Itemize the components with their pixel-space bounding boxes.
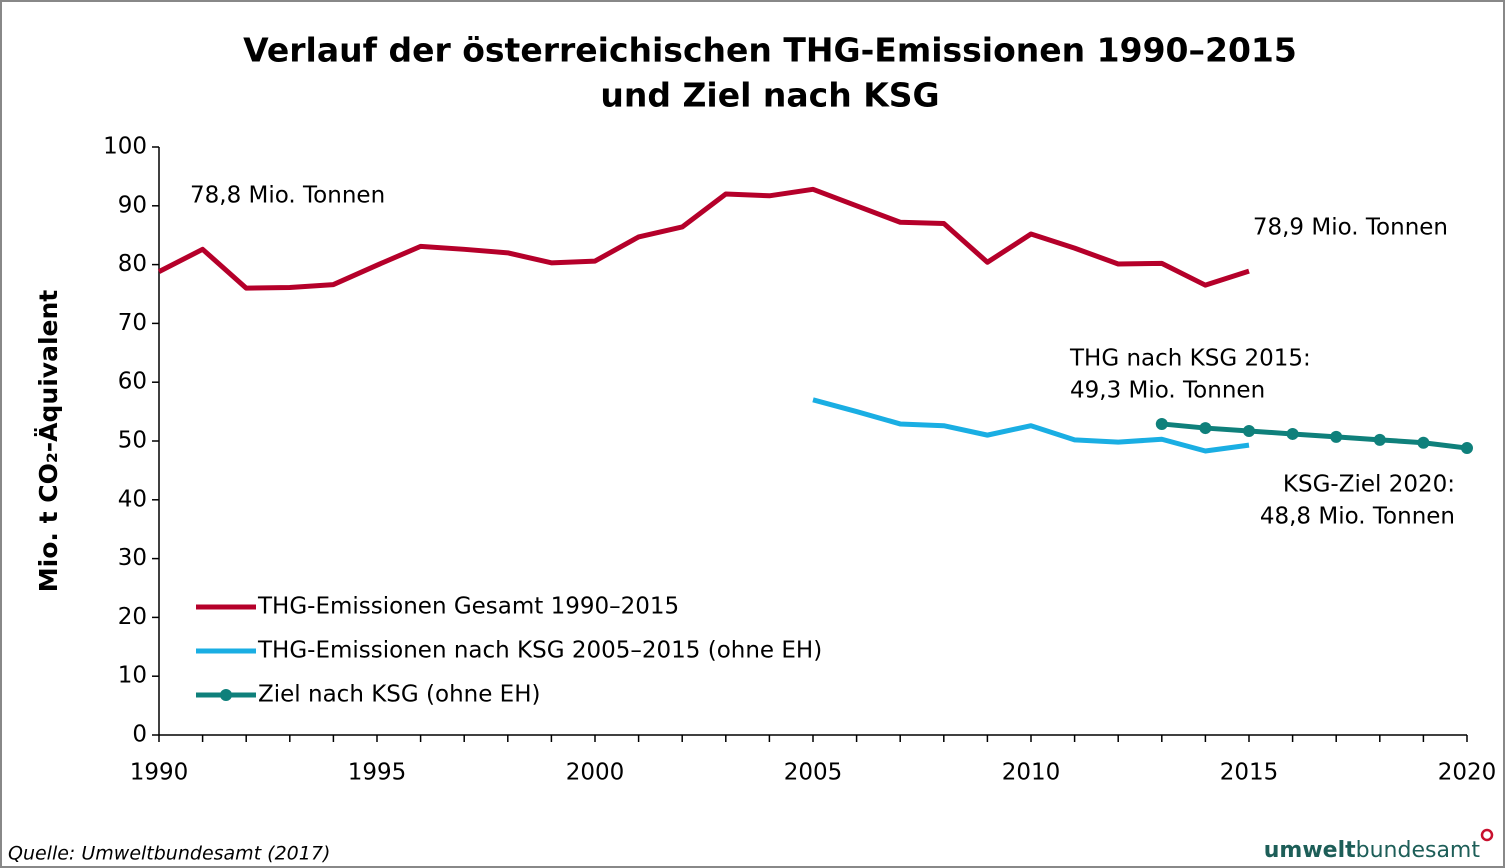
point <box>1373 433 1386 446</box>
annotation: THG nach KSG 2015: <box>1069 346 1311 372</box>
y-tick-label: 0 <box>132 722 147 748</box>
y-tick-label: 60 <box>118 369 147 395</box>
series-line <box>1161 421 1468 451</box>
y-tick-label: 50 <box>118 428 147 454</box>
annotation: 49,3 Mio. Tonnen <box>1070 378 1265 404</box>
x-tick-label: 1990 <box>130 760 189 786</box>
point <box>1286 427 1299 440</box>
y-tick-label: 30 <box>118 545 147 571</box>
x-tick-label: 2020 <box>1438 760 1497 786</box>
legend-label: Ziel nach KSG (ohne EH) <box>258 682 540 708</box>
logo-part: umwelt <box>1264 838 1356 863</box>
series-line <box>157 186 1250 291</box>
source: Quelle: Umweltbundesamt (2017) <box>8 843 330 865</box>
y-tick-label: 20 <box>118 604 147 630</box>
point <box>1199 422 1212 435</box>
x-tick-label: 2000 <box>566 760 625 786</box>
chart-title: und Ziel nach KSG <box>600 76 939 115</box>
series-line <box>812 397 1250 454</box>
y-axis-label: Mio. t CO₂-Äquivalent <box>33 290 63 593</box>
y-tick-label: 90 <box>118 192 147 218</box>
point <box>1330 430 1343 443</box>
annotation: 78,8 Mio. Tonnen <box>190 183 385 209</box>
legend-label: THG-Emissionen nach KSG 2005–2015 (ohne … <box>257 638 822 664</box>
x-tick-label: 2015 <box>1220 760 1279 786</box>
y-tick-label: 10 <box>118 663 147 689</box>
point <box>1243 425 1255 438</box>
point <box>1417 436 1430 449</box>
x-tick-label: 2005 <box>784 760 843 786</box>
annotation: 78,9 Mio. Tonnen <box>1253 215 1448 241</box>
x-tick-label: 2010 <box>1002 760 1061 786</box>
y-tick-label: 40 <box>118 486 147 512</box>
legend-label: THG-Emissionen Gesamt 1990–2015 <box>257 594 679 620</box>
y-tick-label: 70 <box>118 310 147 336</box>
y-tick-label: 80 <box>118 251 147 277</box>
annotation: 48,8 Mio. Tonnen <box>1260 504 1455 530</box>
point <box>1461 442 1473 455</box>
x-tick-label: 1995 <box>348 760 407 786</box>
logo: umweltbundesamt <box>1264 838 1481 863</box>
annotation: KSG-Ziel 2020: <box>1283 472 1455 498</box>
logo-part: bundesamt <box>1356 838 1481 863</box>
point <box>1155 417 1168 430</box>
chart-title: Verlauf der österreichischen THG-Emissio… <box>243 31 1297 70</box>
legend-marker <box>220 689 232 701</box>
logo-mark <box>1480 828 1494 842</box>
y-tick-label: 100 <box>103 134 147 160</box>
